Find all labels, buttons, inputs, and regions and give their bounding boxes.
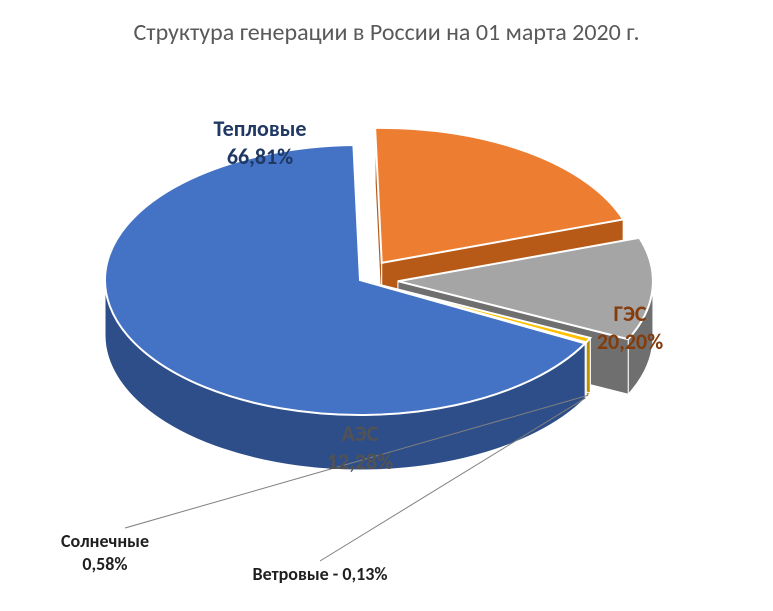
label-nuclear-name: АЭС bbox=[280, 420, 440, 448]
label-solar-value: 0,58% bbox=[25, 553, 185, 576]
label-hydro-value: 20,20% bbox=[550, 328, 710, 356]
label-thermal-name: Тепловые bbox=[180, 115, 340, 143]
label-thermal-value: 66,81% bbox=[180, 143, 340, 171]
label-wind-name: Ветровые - 0,13% bbox=[240, 563, 400, 586]
label-hydro-name: ГЭС bbox=[550, 300, 710, 328]
label-nuclear-value: 12,28% bbox=[280, 448, 440, 476]
label-solar-name: Солнечные bbox=[25, 530, 185, 553]
label-thermal: Тепловые 66,81% bbox=[180, 115, 340, 170]
label-solar: Солнечные 0,58% bbox=[25, 530, 185, 575]
label-hydro: ГЭС 20,20% bbox=[550, 300, 710, 355]
label-nuclear: АЭС 12,28% bbox=[280, 420, 440, 475]
label-wind: Ветровые - 0,13% bbox=[240, 563, 400, 586]
